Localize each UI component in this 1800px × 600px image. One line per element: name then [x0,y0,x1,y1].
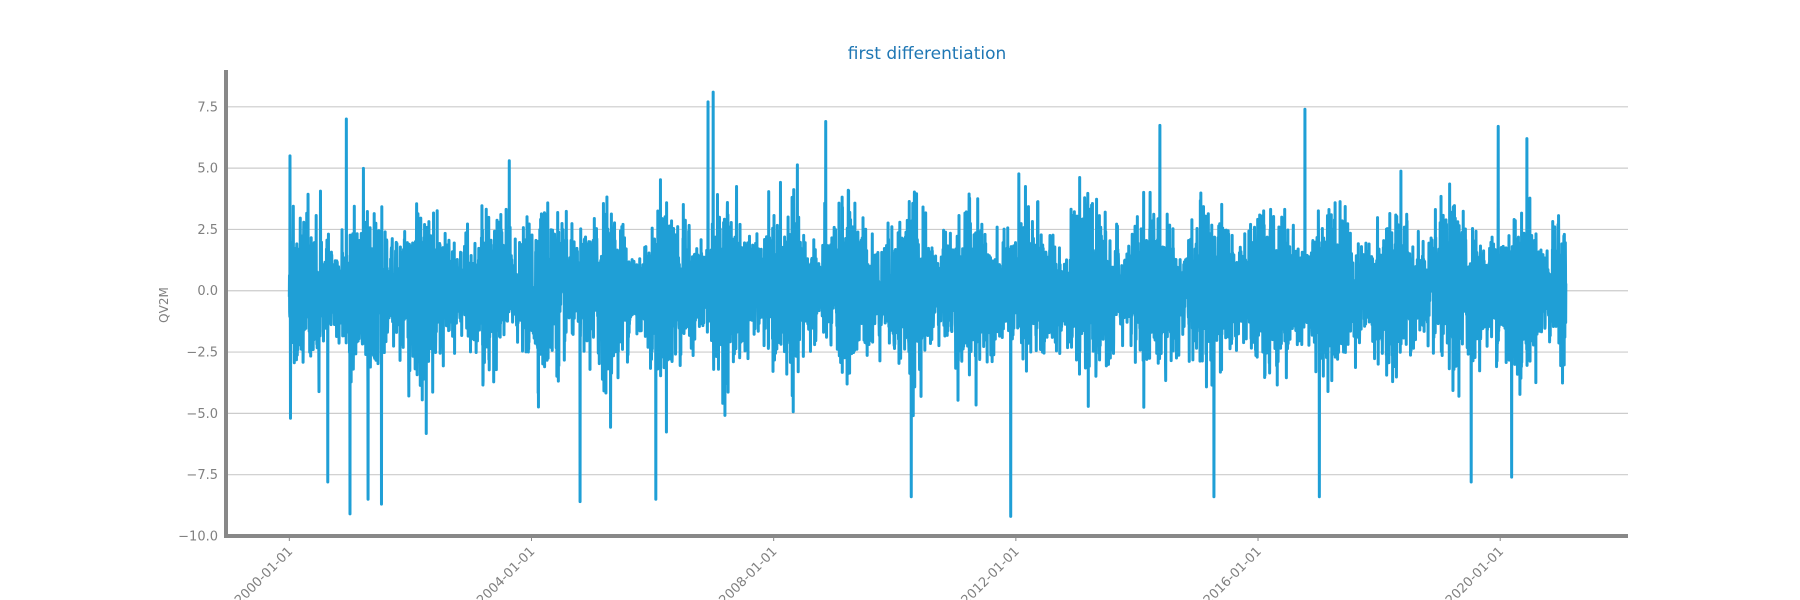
chart-title: first differentiation [848,44,1007,64]
axes [224,70,1628,538]
y-tick-label: 5.0 [197,162,218,177]
x-tick-label: 2020-01-01 [1443,544,1507,600]
x-tick-labels: 2000-01-01 2004-01-01 2008-01-01 2012-01-01… [232,536,1507,600]
y-axis-label: QV2M [157,287,171,323]
y-tick-label: −5.0 [186,407,218,422]
x-tick-label: 2012-01-01 [959,544,1023,600]
y-tick-label: −2.5 [186,346,218,361]
x-tick-label: 2004-01-01 [474,544,538,600]
y-tick-label: 2.5 [197,223,218,238]
y-tick-label: 7.5 [197,100,218,115]
y-tick-label: −10.0 [178,530,218,545]
series-group [287,90,1568,518]
x-tick-label: 2008-01-01 [716,544,780,600]
series-line [287,90,1568,518]
y-tick-label: 0.0 [197,284,218,299]
x-tick-label: 2000-01-01 [232,544,296,600]
y-tick-label: −7.5 [186,468,218,483]
y-tick-labels: 7.5 5.0 2.5 0.0 −2.5 −5.0 −7.5 −10.0 [178,100,218,544]
x-tick-label: 2016-01-01 [1201,544,1265,600]
